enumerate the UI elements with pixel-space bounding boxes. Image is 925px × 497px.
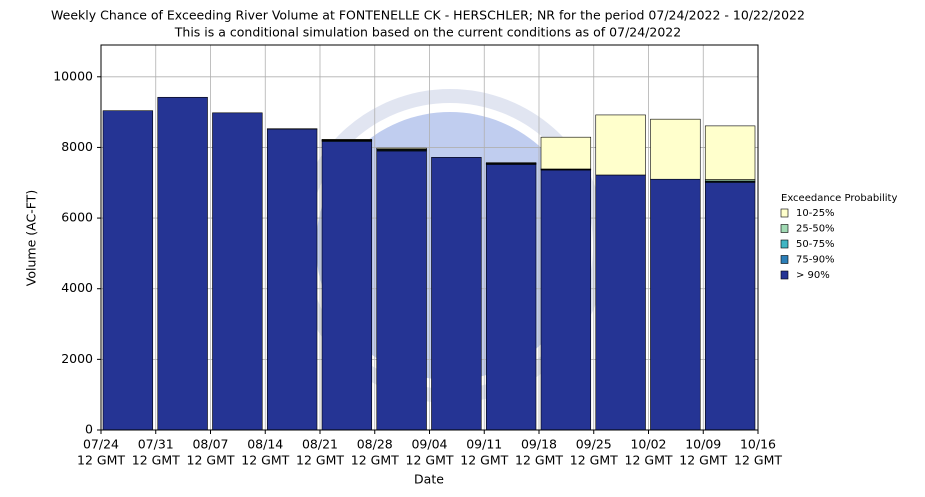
bar-segment <box>704 125 756 180</box>
x-tick-label: 12 GMT <box>625 453 673 468</box>
x-tick-label: 09/18 <box>521 437 557 452</box>
legend-label: 75-90% <box>796 255 835 266</box>
bar-segment <box>595 174 646 431</box>
x-tick-label: 12 GMT <box>406 453 454 468</box>
x-tick-label: 08/14 <box>247 437 283 452</box>
bar-segment <box>157 96 208 431</box>
x-tick-label: 10/09 <box>685 437 721 452</box>
x-tick-label: 09/04 <box>411 437 447 452</box>
bar-segment <box>485 164 537 431</box>
y-tick-label: 4000 <box>61 280 93 295</box>
x-tick-label: 12 GMT <box>460 453 508 468</box>
x-tick-label: 08/28 <box>357 437 393 452</box>
bar-segment <box>485 162 537 164</box>
y-tick-label: 6000 <box>61 210 93 225</box>
legend-swatch <box>780 239 789 249</box>
bar-segment <box>704 182 756 431</box>
x-tick-label: 12 GMT <box>77 453 125 468</box>
bar-segment <box>102 110 154 431</box>
legend-swatch <box>780 255 789 264</box>
x-tick-label: 09/11 <box>466 437 502 452</box>
y-axis-label: Volume (AC-FT) <box>24 190 39 286</box>
x-tick-label: 12 GMT <box>570 453 618 468</box>
x-tick-label: 12 GMT <box>296 453 344 468</box>
x-tick-label: 10/16 <box>740 437 776 452</box>
x-tick-label: 10/02 <box>630 437 666 452</box>
legend-swatch <box>780 224 789 233</box>
plot-frame <box>100 44 759 431</box>
bar-segment <box>540 136 592 170</box>
bar-segment <box>650 118 701 180</box>
y-tick-label: 10000 <box>53 68 93 83</box>
x-tick-label: 09/25 <box>576 437 612 452</box>
legend-label: 50-75% <box>796 239 835 250</box>
bar-segment <box>595 114 646 176</box>
y-tick-label: 8000 <box>61 139 93 154</box>
y-tick-label: 2000 <box>61 351 93 366</box>
bar-segment <box>266 128 318 431</box>
chart-subtitle: This is a conditional simulation based o… <box>174 25 681 40</box>
bar-segment <box>376 150 427 431</box>
x-axis-label: Date <box>414 472 444 487</box>
x-tick-label: 12 GMT <box>241 453 289 468</box>
x-tick-label: 12 GMT <box>515 453 563 468</box>
x-tick-label: 12 GMT <box>132 453 180 468</box>
legend-label: > 90% <box>796 270 830 281</box>
bar-segment <box>540 169 592 431</box>
x-tick-label: 07/31 <box>138 437 174 452</box>
y-tick-label: 0 <box>85 422 93 437</box>
x-tick-label: 07/24 <box>83 437 119 452</box>
legend-label: 25-50% <box>796 224 835 235</box>
x-tick-label: 08/07 <box>192 437 228 452</box>
bar-segment <box>650 178 701 431</box>
legend-swatch <box>780 270 789 280</box>
x-tick-label: 12 GMT <box>679 453 727 468</box>
bar-segment <box>431 157 482 431</box>
bar-segment <box>212 112 263 431</box>
legend-swatch <box>780 208 789 218</box>
x-tick-label: 08/21 <box>302 437 338 452</box>
x-tick-label: 12 GMT <box>187 453 235 468</box>
legend-title: Exceedance Probability <box>781 193 897 204</box>
bar-segment <box>321 141 373 431</box>
legend-label: 10-25% <box>796 208 835 219</box>
x-tick-label: 12 GMT <box>351 453 399 468</box>
bar-segment <box>376 147 427 150</box>
x-tick-label: 12 GMT <box>734 453 782 468</box>
bar-segment <box>321 139 373 141</box>
chart-title: Weekly Chance of Exceeding River Volume … <box>51 8 805 23</box>
